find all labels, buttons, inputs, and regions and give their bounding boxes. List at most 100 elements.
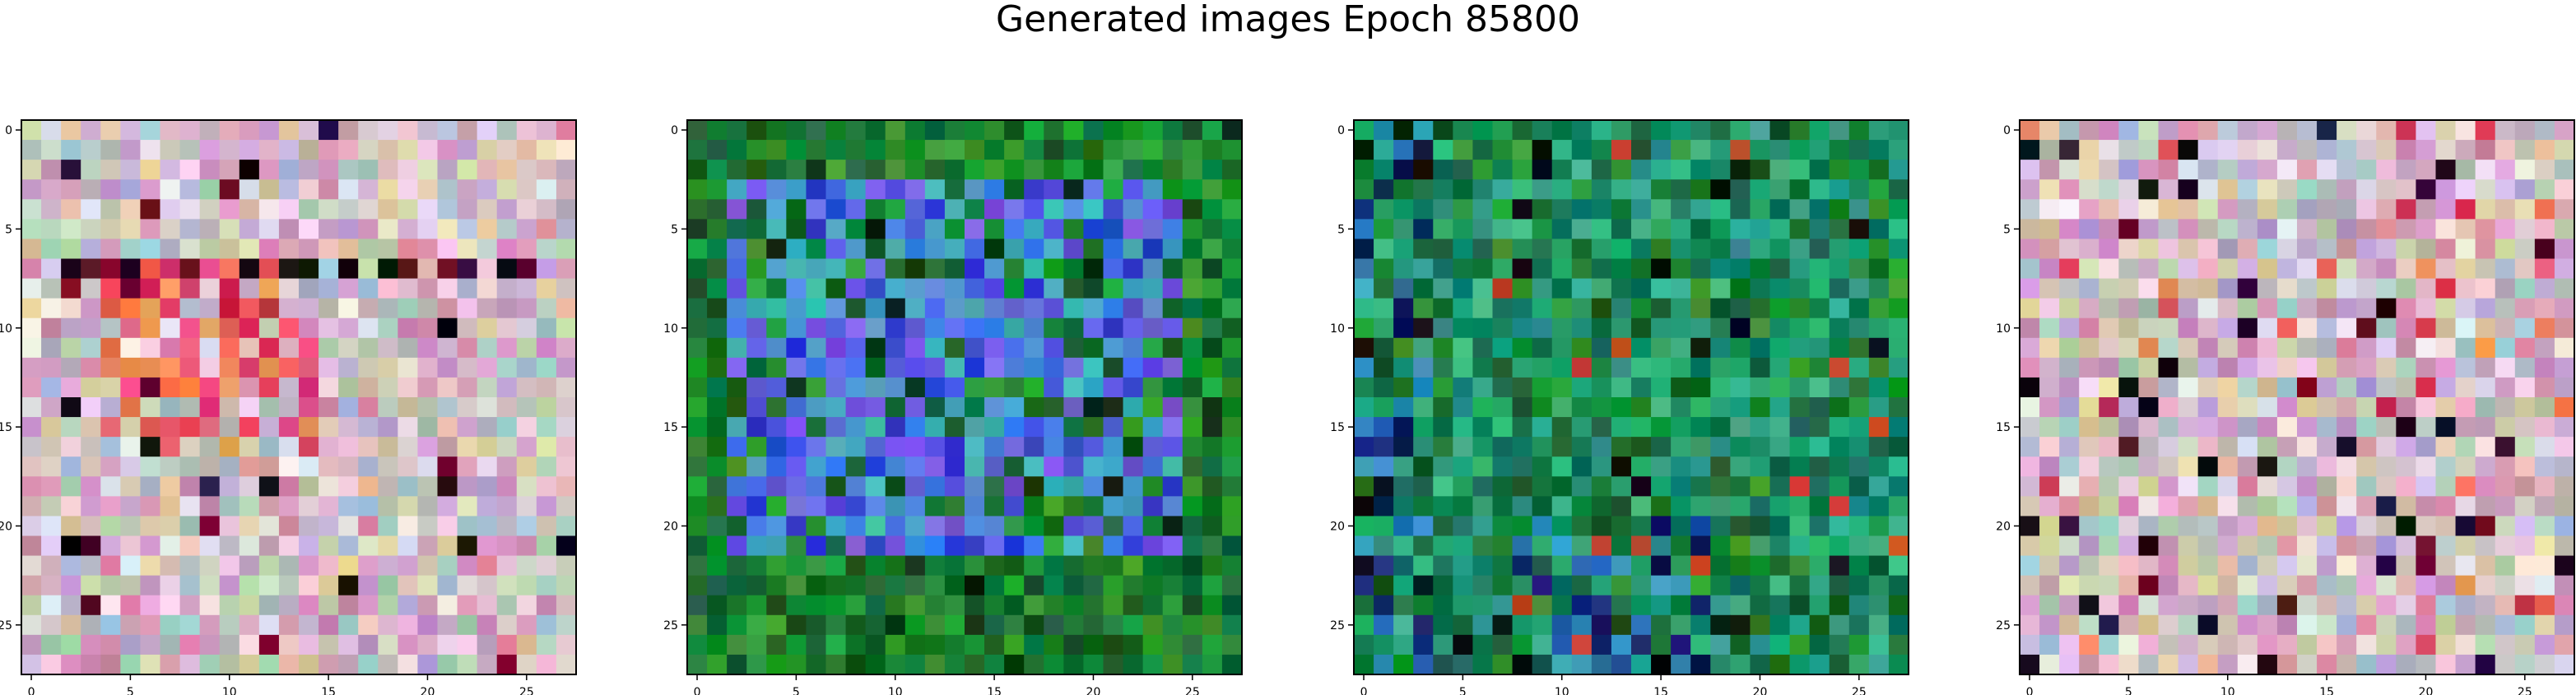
pixel-cell (1512, 614, 1533, 636)
pixel-cell (2475, 654, 2496, 675)
pixel-cell (239, 496, 260, 517)
pixel-cell (2178, 298, 2199, 319)
pixel-cell (1789, 397, 1811, 418)
pixel-cell (1710, 337, 1731, 359)
pixel-cell (457, 298, 478, 319)
pixel-cell (2554, 317, 2575, 339)
pixel-cell (258, 614, 280, 636)
pixel-cell (2118, 337, 2140, 359)
pixel-cell (457, 654, 478, 675)
pixel-cell (1472, 258, 1494, 280)
pixel-cell (865, 219, 886, 240)
pixel-cell (2079, 298, 2099, 319)
pixel-cell (2217, 377, 2239, 398)
pixel-cell (1571, 239, 1593, 260)
pixel-cell (2337, 634, 2357, 656)
pixel-cell (1651, 535, 1672, 557)
pixel-cell (1004, 417, 1025, 438)
pixel-cell (219, 219, 240, 240)
pixel-cell (2020, 575, 2040, 596)
pixel-cell (2237, 239, 2258, 260)
pixel-cell (2475, 417, 2496, 438)
pixel-cell (865, 496, 886, 517)
pixel-cell (2276, 496, 2298, 517)
pixel-cell (319, 456, 339, 477)
pixel-cell (2416, 140, 2437, 160)
pixel-cell (1393, 337, 1414, 359)
pixel-cell (179, 357, 201, 378)
pixel-cell (1162, 654, 1183, 675)
pixel-cell (845, 298, 867, 319)
pixel-cell (299, 595, 319, 616)
pixel-cell (707, 654, 728, 675)
pixel-cell (786, 555, 807, 577)
pixel-cell (1044, 140, 1064, 160)
pixel-cell (2178, 219, 2199, 240)
pixel-cell (1221, 496, 1243, 517)
pixel-cell (1512, 258, 1533, 280)
pixel-cell (179, 595, 201, 616)
pixel-cell (984, 298, 1005, 319)
pixel-cell (2396, 258, 2417, 280)
pixel-cell (417, 140, 439, 160)
pixel-cell (120, 595, 142, 616)
pixel-cell (1142, 298, 1164, 319)
pixel-cell (417, 437, 439, 457)
pixel-cell (2059, 258, 2080, 280)
pixel-cell (1809, 298, 1830, 319)
pixel-cell (1888, 120, 1909, 141)
pixel-cell (1750, 140, 1771, 160)
pixel-cell (2118, 496, 2140, 517)
pixel-cell (1472, 337, 1494, 359)
pixel-cell (1393, 417, 1414, 438)
pixel-cell (924, 476, 946, 497)
pixel-cell (845, 140, 867, 160)
pixel-cell (1611, 199, 1632, 220)
pixel-cell (2554, 496, 2575, 517)
pixel-cell (2158, 496, 2179, 517)
pixel-cell (1374, 614, 1394, 636)
pixel-cell (2059, 555, 2080, 577)
pixel-cell (477, 160, 498, 180)
pixel-cell (1512, 397, 1533, 418)
pixel-cell (2039, 357, 2060, 378)
pixel-cell (1591, 456, 1612, 477)
pixel-cell (786, 199, 807, 220)
pixel-cell (1532, 456, 1553, 477)
pixel-cell (1044, 614, 1064, 636)
pixel-cell (1162, 199, 1183, 220)
pixel-cell (120, 397, 142, 418)
pixel-cell (1571, 555, 1593, 577)
pixel-cell (1710, 614, 1731, 636)
pixel-cell (1571, 476, 1593, 497)
pixel-cell (1162, 417, 1183, 438)
pixel-cell (1142, 634, 1164, 656)
pixel-cell (1551, 614, 1573, 636)
pixel-cell (2337, 160, 2357, 180)
pixel-cell (1472, 437, 1494, 457)
pixel-cell (1044, 654, 1064, 675)
pixel-cell (1591, 357, 1612, 378)
pixel-cell (319, 634, 339, 656)
pixel-cell (120, 516, 142, 537)
pixel-cell (556, 476, 577, 497)
pixel-cell (1083, 377, 1104, 398)
axes-frame (2019, 119, 2575, 675)
pixel-cell (2435, 199, 2457, 220)
pixel-cell (2099, 377, 2119, 398)
pixel-cell (806, 317, 827, 339)
pixel-cell (1142, 654, 1164, 675)
pixel-cell (806, 219, 827, 240)
pixel-cell (239, 140, 260, 160)
pixel-cell (120, 337, 142, 359)
pixel-cell (1004, 199, 1025, 220)
pixel-cell (865, 377, 886, 398)
pixel-cell (2435, 160, 2457, 180)
pixel-cell (845, 278, 867, 299)
pixel-cell (865, 575, 886, 596)
pixel-cell (140, 317, 161, 339)
pixel-cell (1868, 140, 1890, 160)
pixel-cell (100, 120, 121, 141)
pixel-cell (1393, 317, 1414, 339)
pixel-cell (1888, 337, 1909, 359)
